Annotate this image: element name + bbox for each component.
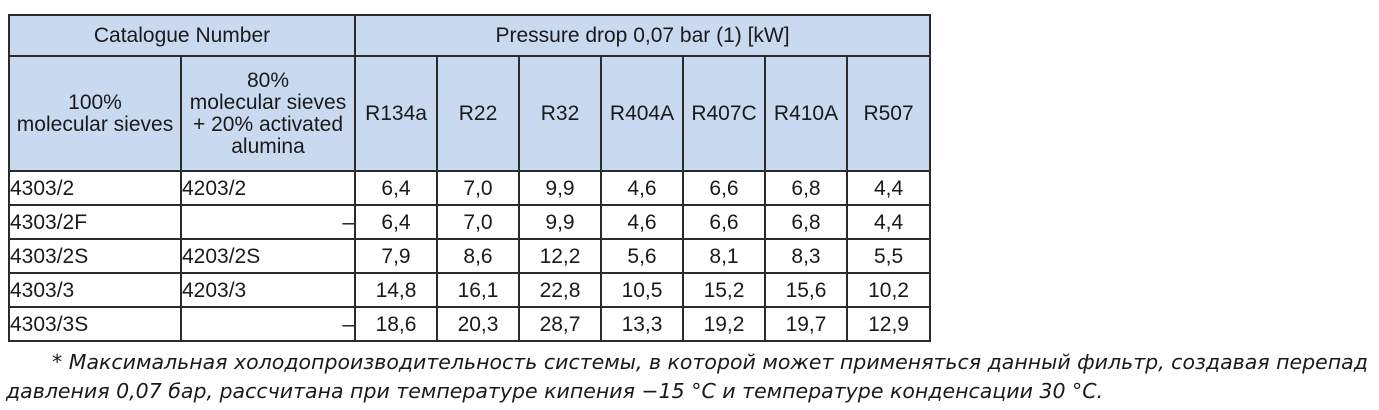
refrigerant-header: R22 xyxy=(436,55,521,172)
footnote-line-2: давления 0,07 бар, рассчитана при темпер… xyxy=(6,379,1104,403)
value-cell: 28,7 xyxy=(518,306,603,342)
refrigerant-header: R507 xyxy=(846,55,932,172)
value-cell: 7,0 xyxy=(436,170,521,206)
table-row: 4303/2S 4203/2S 7,9 8,6 12,2 5,6 8,1 8,3… xyxy=(8,238,932,274)
col-header-100-molecular-sieves: 100% molecular sieves xyxy=(8,55,182,172)
catalogue-100-cell: 4303/2 xyxy=(8,170,182,206)
value-cell: 10,5 xyxy=(600,272,685,308)
col-header-80-molecular-sieves: 80% molecular sieves + 20% activated alu… xyxy=(179,55,357,172)
col-header-80-label: 80% molecular sieves + 20% activated alu… xyxy=(189,68,347,158)
value-cell: 16,1 xyxy=(436,272,521,308)
value-cell: 4,6 xyxy=(600,170,685,206)
value-cell: 5,6 xyxy=(600,238,685,274)
catalogue-80-cell: 4203/2 xyxy=(179,170,357,206)
value-cell: 6,6 xyxy=(682,204,767,240)
value-cell: 19,2 xyxy=(682,306,767,342)
value-cell: 6,6 xyxy=(682,170,767,206)
value-cell: 6,8 xyxy=(764,204,849,240)
table-row: 4303/2F – 6,4 7,0 9,9 4,6 6,6 6,8 4,4 xyxy=(8,204,932,240)
value-cell: 5,5 xyxy=(846,238,932,274)
value-cell: 22,8 xyxy=(518,272,603,308)
value-cell: 4,4 xyxy=(846,170,932,206)
value-cell: 20,3 xyxy=(436,306,521,342)
value-cell: 18,6 xyxy=(354,306,439,342)
value-cell: 19,7 xyxy=(764,306,849,342)
value-cell: 6,8 xyxy=(764,170,849,206)
footnote-line-1: * Максимальная холодопроизводительность … xyxy=(52,350,1368,374)
value-cell: 10,2 xyxy=(846,272,932,308)
value-cell: 4,4 xyxy=(846,204,932,240)
refrigerant-header: R407C xyxy=(682,55,767,172)
value-cell: 7,0 xyxy=(436,204,521,240)
pressure-drop-header: Pressure drop 0,07 bar (1) [kW] xyxy=(354,14,932,57)
refrigerant-header: R32 xyxy=(518,55,603,172)
value-cell: 8,1 xyxy=(682,238,767,274)
value-cell: 6,4 xyxy=(354,170,439,206)
table-row: 4303/3S – 18,6 20,3 28,7 13,3 19,2 19,7 … xyxy=(8,306,932,342)
table-row: 4303/2 4203/2 6,4 7,0 9,9 4,6 6,6 6,8 4,… xyxy=(8,170,932,206)
value-cell: 14,8 xyxy=(354,272,439,308)
catalogue-100-cell: 4303/2S xyxy=(8,238,182,274)
value-cell: 6,4 xyxy=(354,204,439,240)
catalogue-80-cell: 4203/3 xyxy=(179,272,357,308)
value-cell: 15,6 xyxy=(764,272,849,308)
refrigerant-header: R134a xyxy=(354,55,439,172)
catalogue-80-cell: – xyxy=(179,204,357,240)
value-cell: 13,3 xyxy=(600,306,685,342)
value-cell: 12,2 xyxy=(518,238,603,274)
col-header-100-label: 100% molecular sieves xyxy=(16,90,174,136)
catalogue-80-cell: 4203/2S xyxy=(179,238,357,274)
value-cell: 8,6 xyxy=(436,238,521,274)
value-cell: 15,2 xyxy=(682,272,767,308)
value-cell: 12,9 xyxy=(846,306,932,342)
catalogue-80-cell: – xyxy=(179,306,357,342)
value-cell: 7,9 xyxy=(354,238,439,274)
refrigerant-header: R404A xyxy=(600,55,685,172)
catalogue-100-cell: 4303/2F xyxy=(8,204,182,240)
footnote: * Максимальная холодопроизводительность … xyxy=(6,348,1378,406)
catalogue-100-cell: 4303/3S xyxy=(8,306,182,342)
value-cell: 9,9 xyxy=(518,204,603,240)
value-cell: 4,6 xyxy=(600,204,685,240)
refrigerant-header: R410A xyxy=(764,55,849,172)
table-row: 4303/3 4203/3 14,8 16,1 22,8 10,5 15,2 1… xyxy=(8,272,932,308)
catalogue-number-header: Catalogue Number xyxy=(7,14,357,57)
pressure-drop-table: Catalogue Number Pressure drop 0,07 bar … xyxy=(7,14,932,342)
value-cell: 9,9 xyxy=(518,170,603,206)
value-cell: 8,3 xyxy=(764,238,849,274)
catalogue-100-cell: 4303/3 xyxy=(8,272,182,308)
